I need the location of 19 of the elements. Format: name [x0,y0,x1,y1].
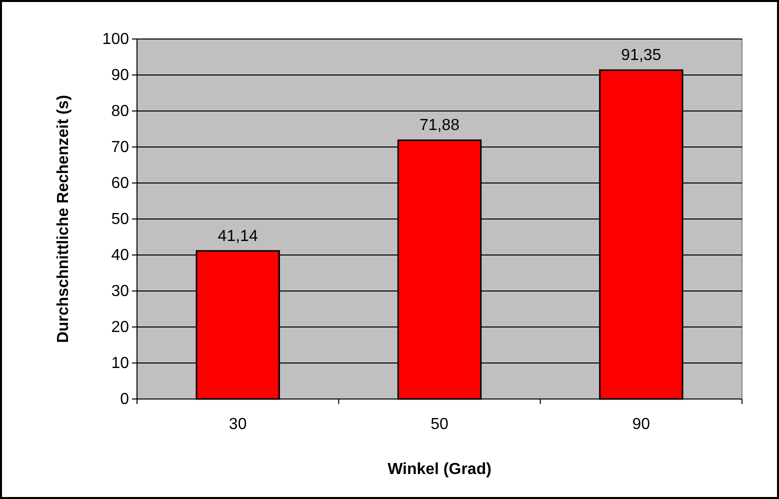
x-tick-label: 90 [632,416,650,433]
y-tick-label: 20 [111,319,130,336]
y-tick-label: 90 [111,67,130,84]
y-tick-label: 40 [111,247,130,264]
data-label: 41,14 [218,228,258,245]
x-axis-title: Winkel (Grad) [388,461,492,478]
x-tick-label: 50 [430,416,448,433]
y-tick-label: 10 [111,355,130,372]
y-tick-label: 50 [111,211,130,228]
data-label: 91,35 [621,47,662,64]
y-tick-label: 100 [102,31,130,48]
y-tick-label: 60 [111,175,130,192]
data-label: 71,88 [419,117,460,134]
y-tick-label: 80 [111,103,130,120]
y-tick-label: 0 [120,391,130,408]
y-axis-title: Durchschnittliche Rechenzeit (s) [55,94,72,344]
y-tick-label: 30 [111,283,130,300]
y-tick-label: 70 [111,139,130,156]
x-tick-label: 30 [228,416,247,433]
